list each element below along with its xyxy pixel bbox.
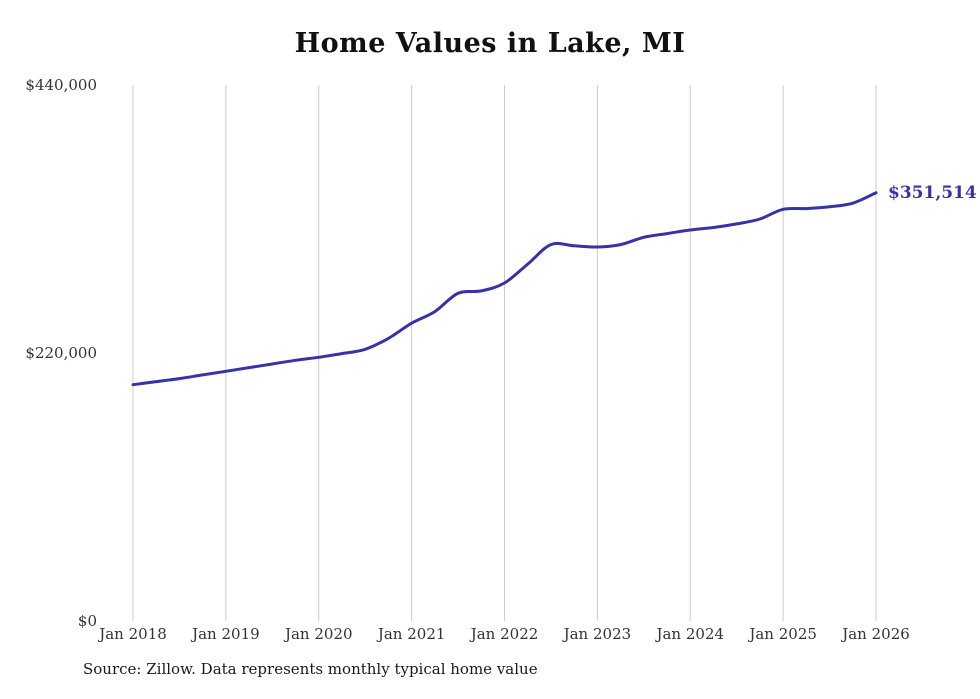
chart-title: Home Values in Lake, MI xyxy=(294,28,686,59)
source-note: Source: Zillow. Data represents monthly … xyxy=(83,660,538,678)
x-tick-label: Jan 2026 xyxy=(842,625,910,643)
x-tick-label: Jan 2022 xyxy=(470,625,539,643)
y-tick-label: $220,000 xyxy=(25,344,97,362)
value-line xyxy=(131,191,878,387)
x-tick-label: Jan 2023 xyxy=(563,625,632,643)
x-tick-label: Jan 2018 xyxy=(99,625,167,643)
latest-value-label: $351,514 xyxy=(888,182,977,203)
y-tick-label: $0 xyxy=(77,612,97,630)
x-tick-label: Jan 2019 xyxy=(192,625,260,643)
x-tick-label: Jan 2021 xyxy=(377,625,446,643)
x-tick-label: Jan 2024 xyxy=(656,625,725,643)
x-tick-label: Jan 2025 xyxy=(749,625,817,643)
y-tick-label: $440,000 xyxy=(25,76,97,94)
x-tick-label: Jan 2020 xyxy=(284,625,353,643)
